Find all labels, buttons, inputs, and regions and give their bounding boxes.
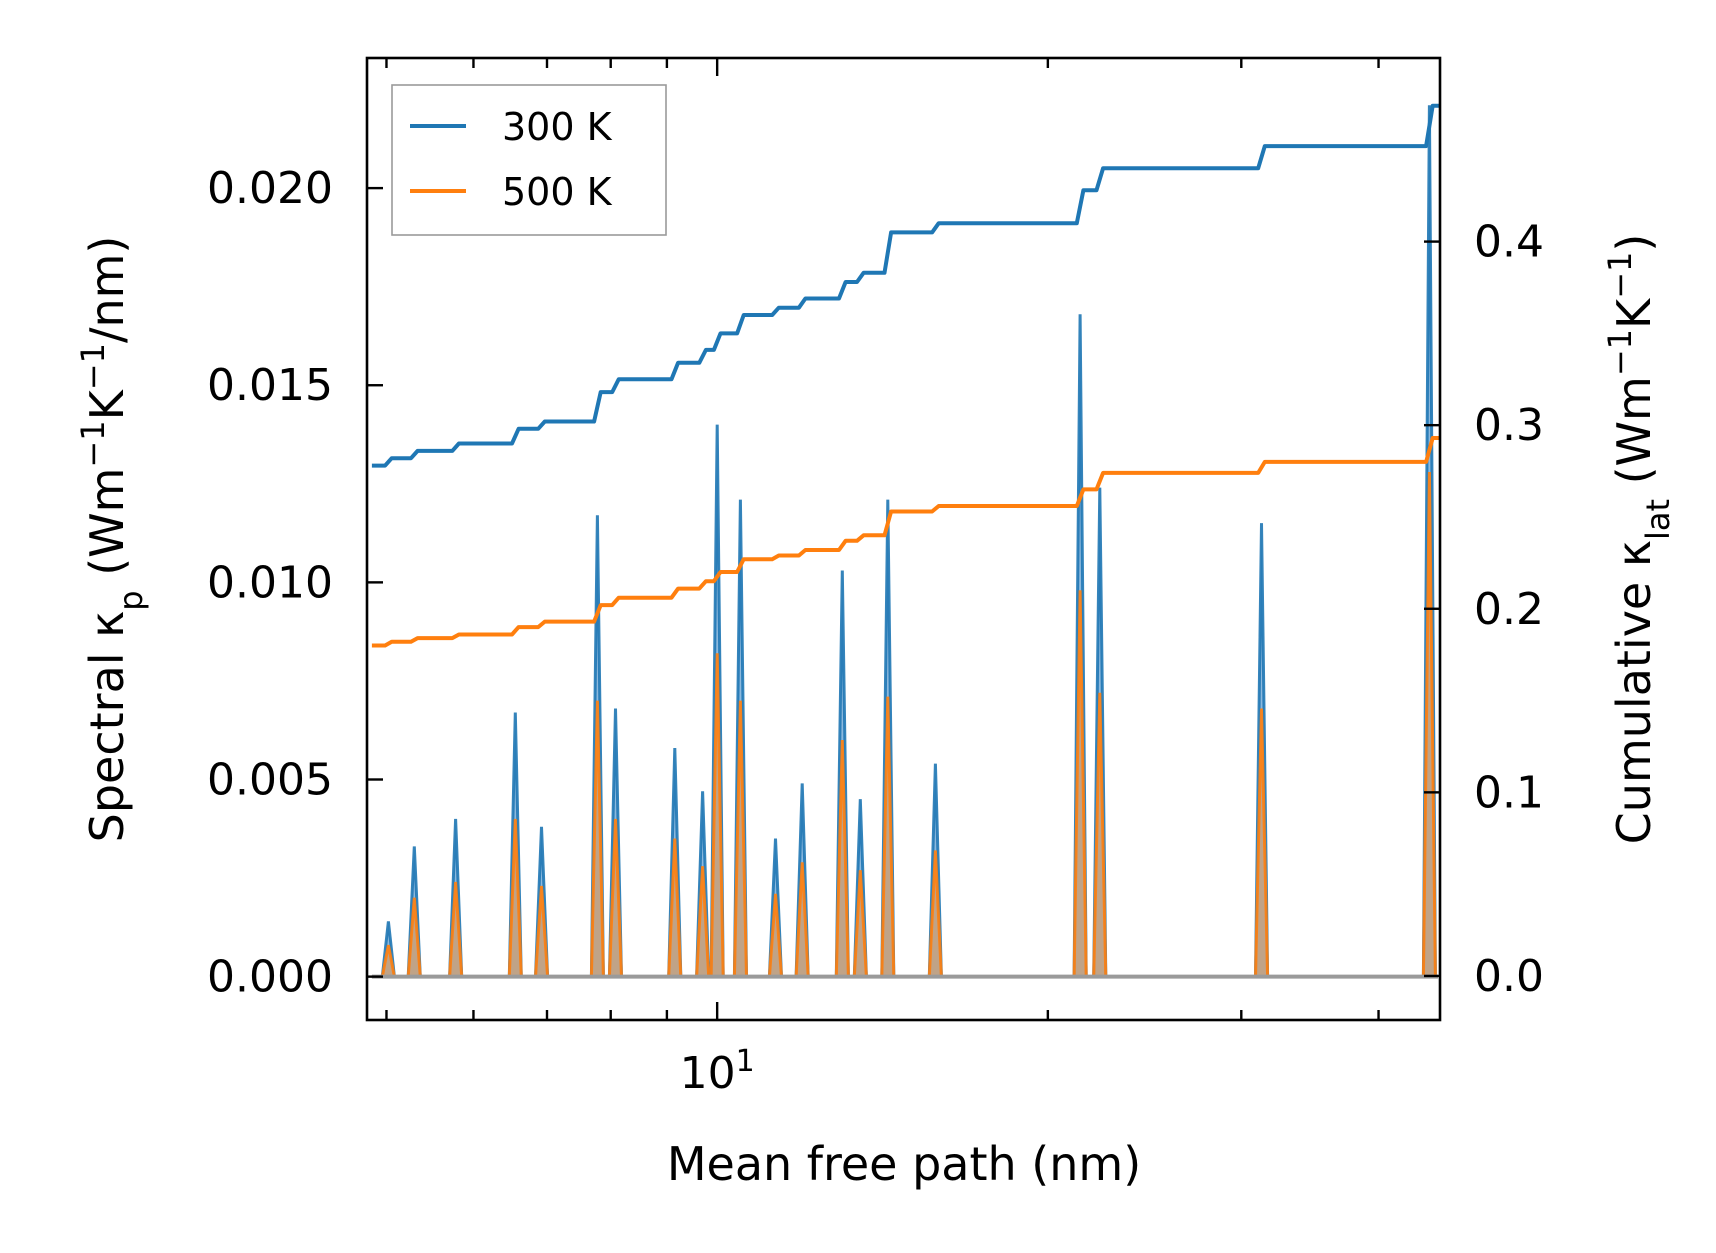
spectral-fill-layer [371,105,1438,979]
right-y-tick-label: 0.3 [1474,400,1544,451]
legend-box [391,84,667,236]
axis-ticks: 0.000 0.005 0.010 0.015 0.020 0.0 0.1 0.2 0.3 0.4… [207,58,1544,1099]
cumulative-lines-layer [371,103,1440,648]
legend-label-500k: 500 K [502,170,613,214]
cumulative-line-300k [371,103,1440,468]
legend: 300 K 500 K [391,84,667,236]
right-y-tick-label: 0.1 [1474,767,1544,818]
left-y-axis-label: Spectral κp (Wm−1K−1/nm) [74,236,150,843]
right-y-axis-label: Cumulative κlat (Wm−1K−1) [1601,234,1677,845]
spectral-500k-line [371,471,1438,979]
cumulative-line-500k [371,436,1440,648]
right-y-tick-label: 0.0 [1474,951,1544,1002]
legend-label-300k: 300 K [502,105,613,149]
left-y-tick-label: 0.020 [207,163,333,214]
x-tick-label: 101 [680,1044,755,1100]
right-y-tick-label: 0.4 [1474,217,1544,268]
plot-frame [365,56,1442,1022]
left-y-tick-label: 0.000 [207,952,333,1003]
left-y-tick-label: 0.005 [207,755,333,806]
x-axis-label: Mean free path (nm) [667,1137,1141,1191]
spectral-300k-line [371,105,1438,979]
right-y-tick-label: 0.2 [1474,584,1544,635]
left-y-tick-label: 0.010 [207,557,333,608]
left-y-tick-label: 0.015 [207,360,333,411]
